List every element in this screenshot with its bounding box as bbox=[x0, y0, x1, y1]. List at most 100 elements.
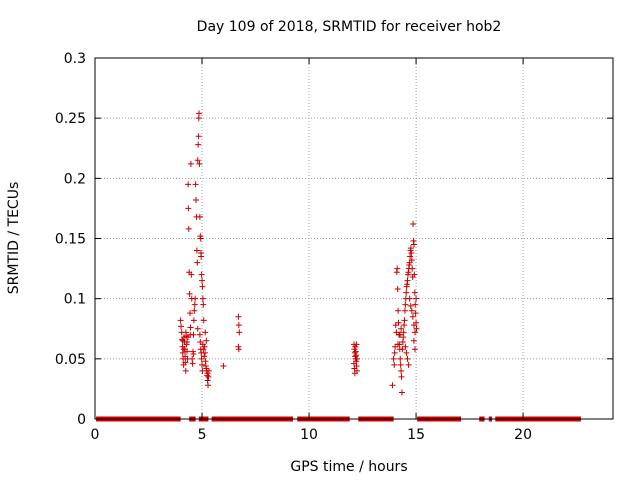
data-point bbox=[411, 271, 418, 278]
data-point bbox=[411, 289, 418, 296]
data-point bbox=[202, 329, 209, 336]
y-tick-label: 0 bbox=[77, 412, 86, 428]
data-point bbox=[394, 286, 401, 293]
y-tick-label: 0.15 bbox=[55, 232, 86, 248]
data-point bbox=[408, 257, 415, 264]
data-point bbox=[235, 313, 242, 320]
x-axis-ticks: 0 5 10 15 20 bbox=[91, 58, 532, 443]
data-point bbox=[413, 325, 420, 332]
data-point bbox=[397, 361, 404, 368]
data-point bbox=[390, 355, 397, 362]
data-point bbox=[201, 343, 208, 350]
data-point bbox=[412, 310, 419, 317]
data-point bbox=[410, 337, 417, 344]
data-point bbox=[410, 241, 417, 248]
data-point bbox=[188, 271, 195, 278]
data-point bbox=[412, 329, 419, 336]
x-axis-label: GPS time / hours bbox=[290, 459, 407, 475]
data-point bbox=[187, 310, 194, 317]
x-tick-label: 15 bbox=[407, 427, 425, 443]
data-point bbox=[409, 265, 416, 272]
data-point bbox=[194, 259, 201, 266]
data-point bbox=[177, 317, 184, 324]
data-point bbox=[205, 373, 212, 380]
data-point bbox=[178, 323, 185, 330]
data-point bbox=[404, 277, 411, 284]
x-tick-label: 5 bbox=[198, 427, 207, 443]
data-point bbox=[402, 301, 409, 308]
y-axis-ticks: 0 0.05 0.1 0.15 0.2 0.25 0.3 bbox=[55, 51, 613, 428]
data-point bbox=[398, 373, 405, 380]
data-point bbox=[394, 341, 401, 348]
data-point bbox=[205, 367, 212, 374]
data-point bbox=[395, 319, 402, 326]
data-points bbox=[177, 110, 420, 396]
data-point bbox=[179, 349, 186, 356]
data-point bbox=[401, 317, 408, 324]
data-point bbox=[182, 367, 189, 374]
data-point bbox=[189, 360, 196, 367]
data-point bbox=[190, 317, 197, 324]
data-point bbox=[196, 110, 203, 117]
data-point bbox=[203, 337, 210, 344]
data-point bbox=[195, 141, 202, 148]
data-point bbox=[184, 338, 191, 345]
data-point bbox=[235, 322, 242, 329]
data-point bbox=[192, 181, 199, 188]
data-point bbox=[405, 361, 412, 368]
data-point bbox=[394, 265, 401, 272]
data-point bbox=[395, 307, 402, 314]
y-tick-label: 0.2 bbox=[64, 171, 86, 187]
data-point bbox=[401, 307, 408, 314]
data-point bbox=[353, 341, 360, 348]
data-point bbox=[197, 235, 204, 242]
data-point bbox=[402, 343, 409, 350]
data-point bbox=[403, 349, 410, 356]
data-point bbox=[413, 295, 420, 302]
chart-title: Day 109 of 2018, SRMTID for receiver hob… bbox=[197, 19, 502, 35]
data-point bbox=[191, 301, 198, 308]
data-point bbox=[180, 346, 187, 353]
data-point bbox=[391, 361, 398, 368]
y-tick-label: 0.05 bbox=[55, 352, 86, 368]
data-point bbox=[397, 355, 404, 362]
data-point bbox=[198, 271, 205, 278]
data-point bbox=[192, 295, 199, 302]
data-point bbox=[186, 290, 193, 297]
data-point bbox=[201, 353, 208, 360]
data-point bbox=[187, 324, 194, 331]
data-point bbox=[196, 160, 203, 167]
data-point bbox=[406, 295, 413, 302]
data-point bbox=[202, 349, 209, 356]
data-point bbox=[407, 253, 414, 260]
data-point bbox=[179, 337, 186, 344]
data-point bbox=[185, 181, 192, 188]
data-point bbox=[199, 295, 206, 302]
data-point bbox=[199, 277, 206, 284]
x-tick-label: 20 bbox=[514, 427, 532, 443]
data-point bbox=[408, 307, 415, 314]
data-point bbox=[190, 351, 197, 358]
data-point bbox=[196, 213, 203, 220]
data-point bbox=[220, 363, 227, 370]
data-point bbox=[194, 157, 201, 164]
data-point bbox=[398, 367, 405, 374]
data-point bbox=[389, 382, 396, 389]
data-point bbox=[185, 205, 192, 212]
data-point bbox=[398, 325, 405, 332]
data-point bbox=[187, 160, 194, 167]
data-point bbox=[182, 359, 189, 366]
y-tick-label: 0.25 bbox=[55, 111, 86, 127]
data-point bbox=[198, 253, 205, 260]
data-point bbox=[353, 355, 360, 362]
data-point bbox=[412, 301, 419, 308]
data-point bbox=[403, 289, 410, 296]
data-point bbox=[410, 322, 417, 329]
data-point bbox=[199, 361, 206, 368]
data-point bbox=[193, 196, 200, 203]
data-point bbox=[185, 225, 192, 232]
data-point bbox=[235, 346, 242, 353]
data-point bbox=[397, 331, 404, 338]
data-point bbox=[187, 331, 194, 338]
